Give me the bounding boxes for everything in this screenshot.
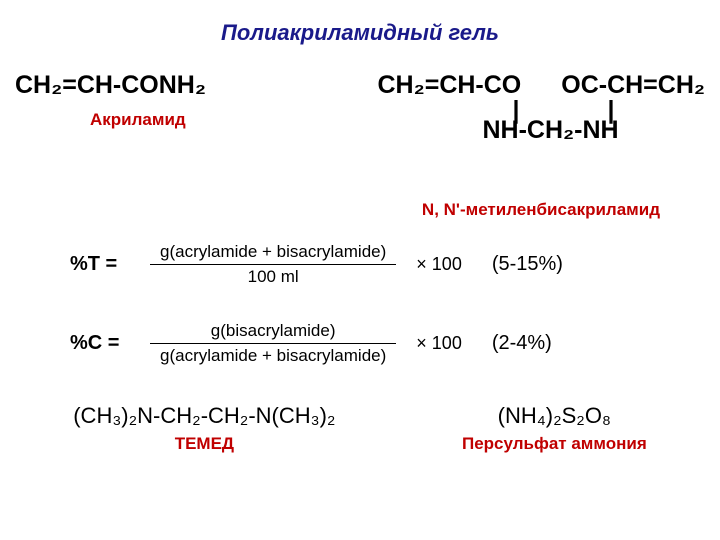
persulfate-label: Персульфат аммония [462,434,647,454]
formula-t-row: %T = g(acrylamide + bisacrylamide) 100 m… [70,240,660,289]
t-numerator: g(acrylamide + bisacrylamide) [150,240,396,265]
c-range: (2-4%) [492,332,552,355]
bond-left: | [513,96,520,125]
temed-formula: (CH₃)₂N-CH₂-CH₂-N(CH₃)₂ [73,403,335,429]
bis-right: OC-CH=CH₂ [561,71,705,100]
bisacrylamide-label: N, N'-метиленбисакриламид [10,200,660,220]
c-label: %C = [70,332,140,355]
t-range: (5-15%) [492,253,563,276]
page-title: Полиакриламидный гель [10,20,710,46]
c-suffix: × 100 [416,333,462,354]
persulfate-formula: (NH₄)₂S₂O₈ [462,403,647,429]
formula-c-row: %C = g(bisacrylamide) g(acrylamide + bis… [70,319,660,368]
c-denominator: g(acrylamide + bisacrylamide) [150,344,396,368]
acrylamide-formula: CH₂=CH-CONH₂ [15,71,206,100]
structures-row: CH₂=CH-CONH₂ CH₂=CH-CO OC-CH=CH₂ | | NH-… [10,71,710,145]
persulfate-block: (NH₄)₂S₂O₈ Персульфат аммония [462,403,647,454]
bottom-row: (CH₃)₂N-CH₂-CH₂-N(CH₃)₂ ТЕМЕД (NH₄)₂S₂O₈… [10,403,710,454]
c-fraction: g(bisacrylamide) g(acrylamide + bisacryl… [150,319,396,368]
t-fraction: g(acrylamide + bisacrylamide) 100 ml [150,240,396,289]
t-label: %T = [70,253,140,276]
acrylamide-block: CH₂=CH-CONH₂ [10,71,206,145]
t-suffix: × 100 [416,254,462,275]
bis-left: CH₂=CH-CO [378,71,522,100]
temed-block: (CH₃)₂N-CH₂-CH₂-N(CH₃)₂ ТЕМЕД [73,403,335,454]
t-denominator: 100 ml [150,265,396,289]
bis-top-row: CH₂=CH-CO OC-CH=CH₂ [378,71,706,100]
temed-label: ТЕМЕД [73,434,335,454]
bisacrylamide-block: CH₂=CH-CO OC-CH=CH₂ | | NH-CH₂-NH [378,71,706,145]
acrylamide-label: Акриламид [90,110,186,130]
bis-bonds: | | [378,100,706,122]
bond-right: | [608,96,615,125]
c-numerator: g(bisacrylamide) [150,319,396,344]
